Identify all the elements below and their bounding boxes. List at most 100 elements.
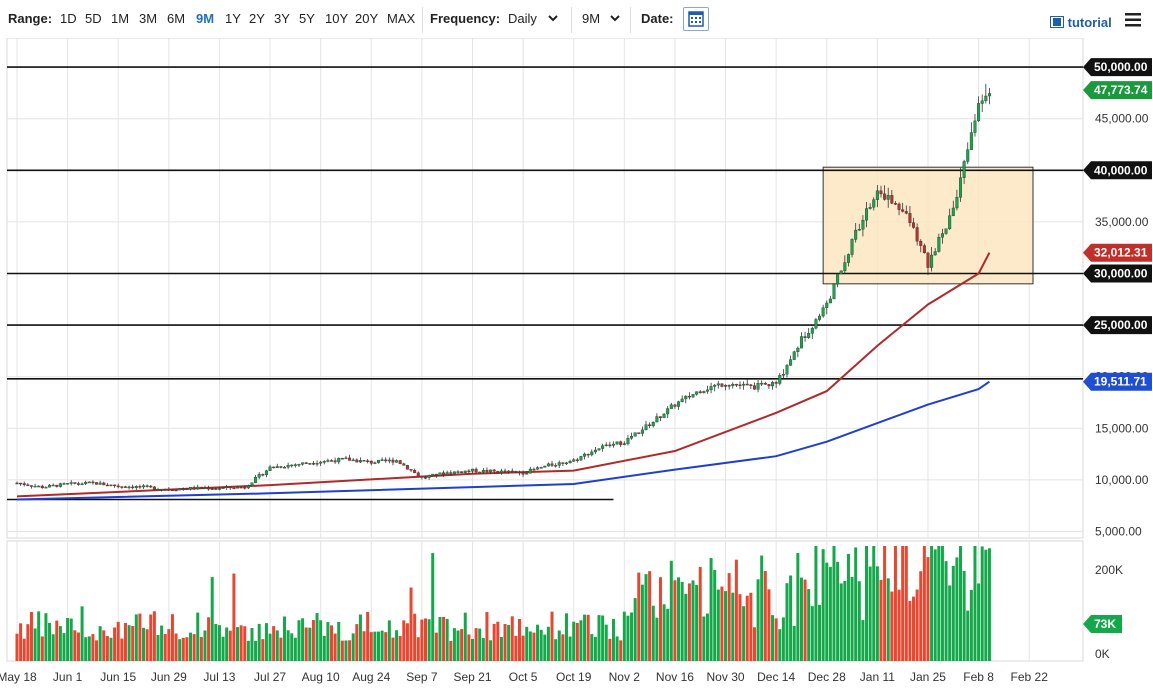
candle-body <box>29 485 33 487</box>
volume-tick-label: 0K <box>1095 647 1110 661</box>
candle-body <box>261 474 265 476</box>
candle-body <box>843 262 847 272</box>
volume-bar <box>409 587 413 661</box>
candle-body <box>138 486 142 488</box>
candle-body <box>593 449 597 453</box>
candle-body <box>868 207 872 209</box>
candle-body <box>854 229 858 240</box>
volume-bar <box>387 620 391 661</box>
range-button-1d[interactable]: 1D <box>60 11 77 26</box>
volume-bar <box>615 636 619 661</box>
candle-body <box>720 383 724 387</box>
volume-bar <box>261 639 265 661</box>
volume-bar <box>481 638 485 661</box>
volume-bar <box>174 633 178 661</box>
range-button-6m[interactable]: 6M <box>167 11 186 26</box>
range-button-max[interactable]: MAX <box>387 11 416 26</box>
x-tick-label: Oct 5 <box>509 670 538 684</box>
calendar-button[interactable] <box>683 7 709 31</box>
candle-body <box>915 227 919 242</box>
volume-bar <box>138 613 142 661</box>
candle-body <box>333 460 337 463</box>
candle-body <box>575 459 579 461</box>
period-select[interactable]: 9M <box>582 11 601 26</box>
volume-bar <box>525 626 529 661</box>
price-tag-label: 25,000.00 <box>1094 318 1148 332</box>
volume-bar <box>796 553 800 661</box>
frequency-chevron-down-icon[interactable] <box>547 12 559 24</box>
range-button-1y[interactable]: 1Y <box>225 11 241 26</box>
x-tick-label: Jun 15 <box>100 670 136 684</box>
candle-body <box>496 471 500 473</box>
volume-bar <box>26 624 30 661</box>
range-button-3y[interactable]: 3Y <box>274 11 290 26</box>
volume-bar <box>940 546 944 661</box>
tutorial-link[interactable]: tutorial <box>1050 15 1112 30</box>
volume-bar <box>633 598 637 661</box>
volume-bar <box>463 612 467 661</box>
volume-bar <box>380 630 384 661</box>
volume-bar <box>608 638 612 661</box>
volume-bar <box>489 640 493 661</box>
candle-body <box>846 254 850 263</box>
volume-bar <box>557 630 561 661</box>
range-button-1m[interactable]: 1M <box>111 11 130 26</box>
range-button-20y[interactable]: 20Y <box>355 11 379 26</box>
candle-body <box>702 391 706 394</box>
price-tag-label: 32,012.31 <box>1094 246 1148 260</box>
candle-body <box>514 471 518 473</box>
candle-body <box>597 448 601 451</box>
candle-body <box>210 488 214 490</box>
candle-body <box>423 477 427 479</box>
candle-body <box>948 215 952 229</box>
candle-body <box>76 483 80 485</box>
candle-body <box>463 470 467 473</box>
range-button-5y[interactable]: 5Y <box>299 11 315 26</box>
candle-body <box>442 472 446 475</box>
volume-bar <box>44 613 48 661</box>
volume-bar <box>76 632 80 661</box>
candle-body <box>142 485 146 488</box>
volume-bar <box>987 548 991 661</box>
volume-bar <box>933 549 937 661</box>
price-chart[interactable]: May 18 Jun 1 Jun 15 Jun 29 Jul 13 Jul 27 Aug 1… <box>0 38 1153 690</box>
volume-bar <box>702 616 706 661</box>
candle-body <box>214 488 218 490</box>
x-tick-label: Sep 21 <box>453 670 491 684</box>
candle-body <box>427 475 431 478</box>
period-chevron-down-icon[interactable] <box>609 12 621 24</box>
volume-bar <box>286 630 290 661</box>
candle-body <box>485 469 489 473</box>
candle-body <box>546 463 550 467</box>
volume-bar <box>785 583 789 661</box>
candle-body <box>178 488 182 491</box>
volume-bar <box>113 627 117 661</box>
candle-body <box>95 482 99 485</box>
volume-bar <box>781 617 785 661</box>
volume-bar <box>944 561 948 661</box>
range-button-3m[interactable]: 3M <box>139 11 158 26</box>
hamburger-menu-icon[interactable] <box>1125 13 1141 27</box>
range-button-9m[interactable]: 9M <box>196 11 215 26</box>
range-button-5d[interactable]: 5D <box>85 11 102 26</box>
candle-body <box>959 177 963 198</box>
range-button-2y[interactable]: 2Y <box>249 11 265 26</box>
volume-bar <box>865 546 869 661</box>
price-plot-area <box>6 38 1084 539</box>
candle-body <box>203 487 207 490</box>
volume-bar <box>434 632 438 661</box>
x-tick-label: Nov 30 <box>707 670 745 684</box>
volume-bar <box>926 557 930 661</box>
candle-body <box>80 483 84 486</box>
volume-bar <box>131 626 135 661</box>
candle-body <box>550 463 554 466</box>
range-button-10y[interactable]: 10Y <box>325 11 349 26</box>
candle-body <box>272 466 276 469</box>
candle-body <box>745 383 749 386</box>
candle-body <box>709 386 713 391</box>
candle-body <box>366 460 370 462</box>
candle-body <box>825 302 829 308</box>
frequency-select[interactable]: Daily <box>508 11 537 26</box>
candle-body <box>756 383 760 390</box>
candle-body <box>687 395 691 398</box>
